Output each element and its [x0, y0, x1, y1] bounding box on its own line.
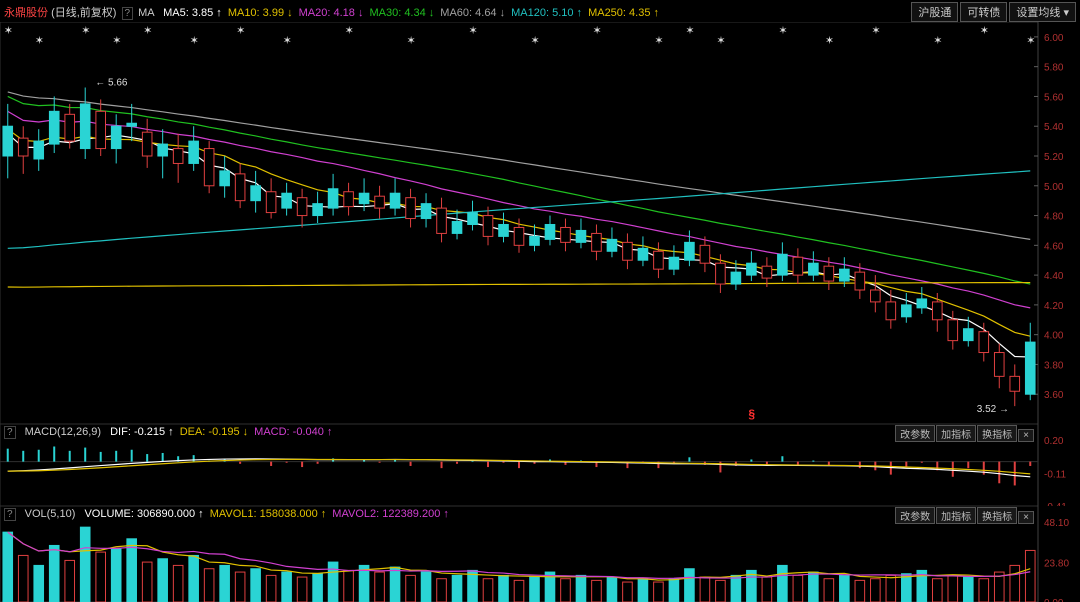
svg-text:✶: ✶ [35, 35, 44, 47]
svg-text:48.10: 48.10 [1044, 518, 1069, 529]
svg-text:5.40: 5.40 [1044, 122, 1064, 133]
price-chart[interactable]: 3.60 3.80 4.00 4.20 4.40 4.60 4.80 5.00 5.20 5.40… [0, 22, 1080, 424]
indicator-button[interactable]: × [1018, 511, 1034, 524]
indicator-button[interactable]: × [1018, 429, 1034, 442]
indicator-button[interactable]: 加指标 [936, 507, 976, 524]
svg-text:5.60: 5.60 [1044, 92, 1064, 103]
svg-text:✶: ✶ [685, 25, 694, 37]
svg-text:4.00: 4.00 [1044, 331, 1064, 342]
svg-text:4.60: 4.60 [1044, 241, 1064, 252]
macd-panel: ? MACD(12,26,9) DIF: -0.215 ↑ DEA: -0.195… [0, 424, 1080, 506]
svg-text:✶: ✶ [778, 25, 787, 37]
svg-text:0.20: 0.20 [1044, 436, 1064, 447]
header-button[interactable]: 可转债 [960, 2, 1007, 22]
svg-text:§: § [748, 407, 755, 421]
svg-text:✶: ✶ [81, 25, 90, 37]
svg-text:← 5.66: ← 5.66 [95, 78, 128, 89]
svg-text:23.80: 23.80 [1044, 558, 1069, 569]
ma-value: MA10: 3.99 ↓ [228, 7, 293, 19]
svg-text:✶: ✶ [1026, 35, 1035, 47]
svg-text:-0.11: -0.11 [1044, 470, 1066, 481]
help-icon[interactable]: ? [4, 426, 16, 439]
ma-value: MA60: 4.64 ↓ [440, 7, 505, 19]
svg-text:✶: ✶ [283, 35, 292, 47]
svg-text:✶: ✶ [190, 35, 199, 47]
svg-text:✶: ✶ [592, 25, 601, 37]
macd-header: ? MACD(12,26,9) DIF: -0.215 ↑ DEA: -0.195… [4, 426, 344, 438]
svg-text:6.00: 6.00 [1044, 33, 1064, 44]
svg-text:✶: ✶ [654, 35, 663, 47]
header-right: 沪股通可转债设置均线 ▾ [909, 2, 1076, 22]
svg-text:✶: ✶ [716, 35, 725, 47]
svg-text:✶: ✶ [407, 35, 416, 47]
svg-text:0.00: 0.00 [1044, 598, 1064, 602]
svg-text:✶: ✶ [530, 35, 539, 47]
vol-label: VOL(5,10) [25, 508, 76, 520]
ma-value: MA250: 4.35 ↑ [588, 7, 659, 19]
svg-text:4.40: 4.40 [1044, 271, 1064, 282]
svg-text:4.20: 4.20 [1044, 301, 1064, 312]
vol-value: MAVOL1: 158038.000 ↑ [210, 508, 327, 520]
svg-text:5.80: 5.80 [1044, 63, 1064, 74]
vol-header: ? VOL(5,10) VOLUME: 306890.000 ↑ MAVOL1: … [4, 508, 461, 520]
macd-value: DEA: -0.195 ↓ [180, 426, 248, 438]
macd-value: MACD: -0.040 ↑ [254, 426, 332, 438]
period-label: (日线,前复权) [51, 7, 116, 19]
vol-buttons: 改参数加指标换指标× [894, 507, 1034, 524]
vol-value: MAVOL2: 122389.200 ↑ [332, 508, 449, 520]
svg-text:4.80: 4.80 [1044, 212, 1064, 223]
help-icon[interactable]: ? [4, 508, 16, 521]
vol-panel: ? VOL(5,10) VOLUME: 306890.000 ↑ MAVOL1: … [0, 506, 1080, 602]
help-icon[interactable]: ? [122, 7, 134, 20]
macd-value: DIF: -0.215 ↑ [110, 426, 174, 438]
price-panel: 3.60 3.80 4.00 4.20 4.40 4.60 4.80 5.00 5.20 5.40… [0, 22, 1080, 424]
svg-text:✶: ✶ [469, 25, 478, 37]
stock-name: 永鼎股份 [4, 7, 48, 19]
svg-text:3.80: 3.80 [1044, 360, 1064, 371]
indicator-button[interactable]: 换指标 [977, 425, 1017, 442]
svg-text:✶: ✶ [236, 25, 245, 37]
svg-text:✶: ✶ [4, 25, 13, 37]
svg-text:5.20: 5.20 [1044, 152, 1064, 163]
header-left: 永鼎股份 (日线,前复权) ? MA MA5: 3.85 ↑ MA10: 3.99… [4, 4, 659, 20]
macd-label: MACD(12,26,9) [25, 426, 101, 438]
ma-prefix: MA [138, 7, 154, 19]
ma-value: MA30: 4.34 ↓ [369, 7, 434, 19]
indicator-button[interactable]: 换指标 [977, 507, 1017, 524]
header-bar: 永鼎股份 (日线,前复权) ? MA MA5: 3.85 ↑ MA10: 3.99… [0, 0, 1080, 22]
vol-value: VOLUME: 306890.000 ↑ [84, 508, 203, 520]
header-button[interactable]: 设置均线 ▾ [1009, 2, 1076, 22]
svg-text:✶: ✶ [871, 25, 880, 37]
ma-value: MA20: 4.18 ↓ [299, 7, 364, 19]
indicator-button[interactable]: 改参数 [895, 425, 935, 442]
indicator-button[interactable]: 加指标 [936, 425, 976, 442]
header-button[interactable]: 沪股通 [911, 2, 958, 22]
svg-text:✶: ✶ [980, 25, 989, 37]
ma-value: MA5: 3.85 ↑ [163, 7, 222, 19]
ma-value: MA120: 5.10 ↑ [511, 7, 582, 19]
svg-text:✶: ✶ [933, 35, 942, 47]
svg-text:✶: ✶ [825, 35, 834, 47]
svg-text:5.00: 5.00 [1044, 182, 1064, 193]
svg-text:✶: ✶ [143, 25, 152, 37]
macd-buttons: 改参数加指标换指标× [894, 425, 1034, 442]
svg-text:✶: ✶ [112, 35, 121, 47]
indicator-button[interactable]: 改参数 [895, 507, 935, 524]
svg-text:3.52 →: 3.52 → [977, 404, 1009, 415]
svg-text:✶: ✶ [345, 25, 354, 37]
svg-text:3.60: 3.60 [1044, 390, 1064, 401]
